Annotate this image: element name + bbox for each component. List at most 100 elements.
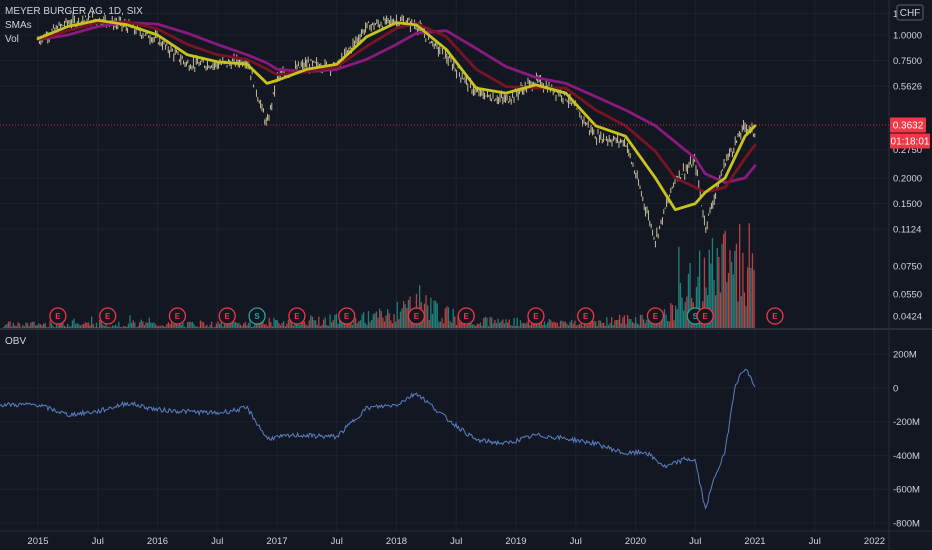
earnings-marker[interactable]: E	[766, 307, 784, 325]
volume-bar	[607, 325, 610, 329]
volume-bar	[580, 319, 582, 329]
volume-bar	[665, 314, 667, 329]
volume-bar	[443, 323, 445, 329]
volume-bar	[375, 311, 378, 329]
smas-legend[interactable]: SMAs	[5, 20, 32, 31]
volume-bar	[324, 317, 326, 329]
event-marker-circle	[218, 307, 236, 325]
earnings-marker[interactable]: E	[218, 307, 236, 325]
volume-bar	[113, 325, 115, 329]
obv-line	[0, 368, 756, 510]
volume-bar	[363, 312, 365, 329]
volume-bar	[190, 322, 192, 329]
volume-bar	[559, 320, 562, 329]
volume-bar	[531, 321, 533, 329]
volume-bar	[151, 322, 154, 329]
volume-bar	[57, 325, 59, 329]
volume-bar	[526, 322, 528, 329]
y-tick-label: 1.0000	[893, 31, 922, 42]
y-tick-label: 0.0550	[893, 290, 922, 301]
earnings-marker[interactable]: E	[288, 307, 306, 325]
earnings-marker[interactable]: E	[338, 307, 356, 325]
volume-bar	[612, 325, 614, 329]
volume-bar	[471, 324, 474, 329]
volume-bar	[62, 322, 64, 329]
volume-bar	[582, 326, 584, 329]
last-price-tag: 0.3632 01:18:01	[890, 117, 930, 149]
volume-bar	[238, 322, 240, 329]
earnings-marker[interactable]: E	[646, 307, 665, 325]
volume-bar	[254, 322, 256, 329]
volume-bar	[659, 323, 661, 329]
volume-bar	[433, 300, 435, 329]
volume-bar	[724, 230, 726, 329]
volume-bar	[479, 322, 482, 329]
obv-legend[interactable]: OBV	[5, 336, 26, 347]
volume-bar	[631, 322, 634, 329]
volume-bar	[127, 323, 130, 329]
volume-bar	[262, 321, 264, 329]
volume-bar	[750, 268, 752, 329]
volume-bar	[230, 323, 232, 329]
volume-bar	[81, 324, 83, 329]
earnings-marker[interactable]: E	[577, 307, 595, 325]
volume-bar	[359, 320, 362, 329]
earnings-marker[interactable]: E	[99, 307, 117, 325]
earnings-marker[interactable]: E	[696, 307, 714, 325]
earnings-marker[interactable]: E	[457, 307, 475, 325]
split-marker[interactable]: S	[248, 307, 266, 325]
volume-bar	[75, 324, 77, 329]
earnings-marker[interactable]: E	[168, 307, 187, 325]
volume-bar	[753, 269, 755, 329]
volume-bar	[100, 321, 102, 329]
earnings-marker[interactable]: E	[49, 307, 67, 325]
volume-bar	[697, 276, 699, 329]
volume-bar	[382, 317, 384, 329]
volume-bar	[436, 303, 438, 329]
volume-bar	[747, 267, 749, 329]
volume-bar	[430, 297, 432, 329]
volume-bar	[636, 323, 638, 329]
event-marker-circle	[527, 307, 545, 325]
volume-bar	[537, 322, 539, 329]
volume-bar	[548, 319, 550, 329]
volume-bar	[491, 317, 493, 329]
volume-bar	[729, 250, 731, 329]
time-axis[interactable]: 2015 Jul 2016 Jul 2017 Jul 2018 Jul 2019 Jul 2020 J…	[27, 536, 885, 547]
obv-tick-label: 200M	[893, 350, 917, 361]
volume-bar	[334, 314, 336, 329]
volume-bar	[70, 326, 72, 329]
event-marker-label: E	[653, 312, 659, 321]
volume-bar	[167, 322, 170, 329]
earnings-marker[interactable]: E	[527, 307, 545, 325]
last-price-label: 0.3632	[893, 120, 924, 131]
event-marker-label: E	[55, 312, 61, 321]
volume-bar	[449, 321, 451, 329]
volume-bar	[451, 322, 453, 329]
volume-bar	[745, 306, 747, 329]
volume-bar	[489, 316, 491, 329]
vol-legend[interactable]: Vol	[5, 34, 19, 45]
price-axis[interactable]: 1.27501.00000.75000.56260.27500.20000.15…	[893, 9, 922, 323]
volume-bar	[439, 321, 442, 329]
currency-badge[interactable]: CHF	[896, 4, 924, 21]
earnings-marker[interactable]: E	[407, 307, 426, 325]
sma-lines	[36, 18, 757, 212]
volume-bar	[147, 322, 149, 329]
volume-bar	[391, 323, 394, 329]
volume-bar	[473, 324, 475, 329]
volume-bar	[219, 323, 221, 329]
volume-bar	[435, 300, 437, 329]
volume-bar	[118, 321, 120, 329]
volume-bar	[156, 326, 158, 329]
volume-bar	[572, 323, 574, 329]
obv-axis[interactable]: 200M 0 -200M -400M -600M -800M	[893, 350, 920, 530]
volume-bar	[699, 250, 701, 329]
event-marker-circle	[49, 307, 67, 325]
volume-bar	[577, 324, 579, 329]
volume-bar	[342, 321, 344, 329]
volume-bar	[476, 323, 478, 329]
volume-bar	[639, 314, 642, 329]
